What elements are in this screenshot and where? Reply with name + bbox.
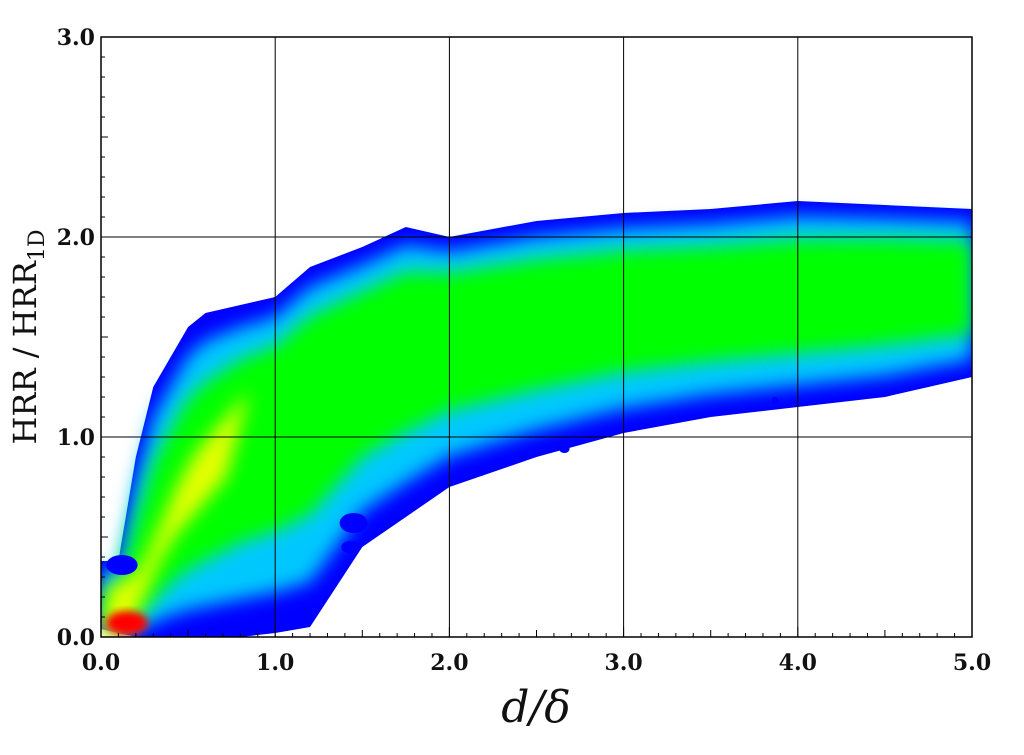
heat-blob [106,555,138,575]
y-tick-label: 1.0 [57,425,95,451]
heat-blob [341,541,359,553]
tick-labels: 0.0 1.0 2.0 3.0 4.0 5.0 0.0 1.0 2.0 3.0 [57,25,991,676]
heat-blob [376,523,384,531]
x-tick-label: 1.0 [256,650,294,676]
y-tick-label: 2.0 [57,225,95,251]
heat-core-red [106,611,149,635]
x-tick-label: 5.0 [953,650,991,676]
x-axis-title: d/δ [501,682,570,733]
x-tick-label: 0.0 [82,650,120,676]
grid-lines [101,37,972,637]
x-tick-label: 2.0 [430,650,468,676]
heat-blob [559,445,570,453]
heatmap-layer [101,201,972,637]
heat-blob [339,513,368,533]
y-axis-title-main: HRR / HRR [6,260,44,444]
svg-text:HRR / HRR1D: HRR / HRR1D [6,230,50,445]
y-axis-title-subscript: 1D [25,230,50,262]
y-tick-label: 3.0 [57,25,95,51]
x-tick-label: 3.0 [604,650,642,676]
heat-band-green [101,239,972,626]
y-tick-label: 0.0 [57,625,95,651]
heat-blob [771,397,779,405]
tick-marks [100,36,973,638]
x-tick-label: 4.0 [779,650,817,676]
y-axis-title: HRR / HRR1D [6,230,50,445]
heat-core-yellow [101,391,250,637]
